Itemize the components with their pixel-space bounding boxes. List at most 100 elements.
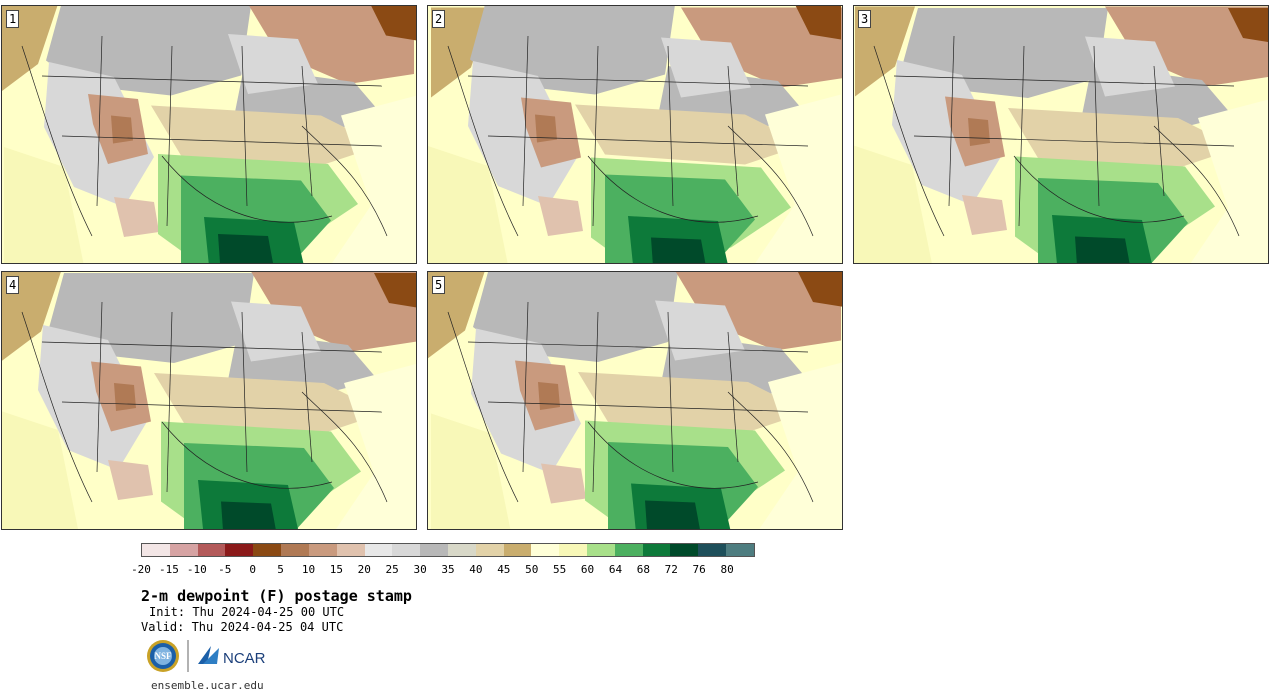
dewpoint-region (755, 94, 841, 263)
logos: NSF NCAR (147, 640, 266, 672)
state-border (447, 311, 519, 503)
state-border (667, 45, 674, 207)
colorbar-tick-label: 50 (525, 563, 539, 576)
dewpoint-region (578, 372, 808, 432)
colorbar-swatch (614, 544, 643, 556)
state-border (301, 391, 388, 503)
dewpoint-region (655, 300, 745, 361)
nsf-logo-icon: NSF (147, 640, 179, 672)
dewpoint-region (854, 145, 932, 263)
colorbar-swatch (253, 544, 282, 556)
colorbar-tick-label: 72 (664, 563, 678, 576)
colorbar-swatch (726, 544, 754, 556)
ncar-logo-icon: NCAR (198, 646, 266, 667)
colorbar-tick-label: 15 (329, 563, 343, 576)
panel-number: 2 (432, 10, 446, 28)
state-border (447, 45, 519, 237)
dewpoint-region (968, 118, 990, 146)
dewpoint-region (221, 501, 276, 529)
dewpoint-region (681, 7, 842, 88)
plot-title: 2-m dewpoint (F) postage stamp (141, 587, 412, 605)
dewpoint-map (2, 6, 416, 263)
colorbar-tick-label: 5 (277, 563, 284, 576)
dewpoint-region (151, 105, 381, 166)
state-border (161, 155, 333, 223)
state-border (587, 155, 759, 223)
state-border (587, 421, 759, 489)
website-link[interactable]: ensemble.ucar.edu (151, 679, 264, 692)
colorbar-swatch (503, 544, 532, 556)
dewpoint-region (1228, 8, 1268, 43)
colorbar-ticks: -20 -15 -10 -5 0 5 10 15 20 25 30 35 40 45 50 55 60 64 68 7… (131, 563, 755, 577)
state-border (727, 391, 814, 503)
dewpoint-region (2, 272, 61, 361)
colorbar-swatch (587, 544, 615, 556)
dewpoint-region (1075, 236, 1130, 263)
dewpoint-region (962, 195, 1007, 235)
state-border (21, 311, 93, 503)
colorbar (141, 543, 755, 557)
state-border (467, 75, 809, 87)
dewpoint-region (759, 362, 842, 529)
dewpoint-region (228, 34, 318, 94)
dewpoint-region (468, 61, 578, 206)
dewpoint-region (114, 383, 136, 411)
colorbar-tick-label: 20 (357, 563, 371, 576)
dewpoint-region (108, 460, 153, 500)
dewpoint-region (538, 382, 560, 410)
dewpoint-region (1085, 36, 1175, 97)
panel-number: 1 (6, 10, 20, 28)
state-border (1153, 125, 1240, 237)
colorbar-swatch (142, 544, 170, 556)
ncar-logo-text: NCAR (223, 650, 266, 667)
dewpoint-map (2, 272, 416, 529)
dewpoint-region (371, 6, 416, 41)
colorbar-tick-label: 35 (441, 563, 455, 576)
dewpoint-region (431, 7, 491, 98)
state-border (301, 125, 388, 237)
colorbar-tick-label: -10 (186, 563, 207, 576)
colorbar-swatch (698, 544, 727, 556)
dewpoint-region (538, 196, 583, 236)
state-border (893, 75, 1235, 87)
state-border (41, 341, 383, 353)
dewpoint-map (854, 6, 1268, 263)
state-border (96, 35, 103, 207)
dewpoint-region (374, 273, 416, 308)
state-border (21, 45, 93, 237)
state-border (522, 35, 529, 207)
dewpoint-region (4, 147, 84, 263)
dewpoint-region (645, 500, 700, 529)
dewpoint-region (251, 272, 416, 352)
state-border (61, 401, 383, 413)
state-border (61, 135, 383, 147)
dewpoint-region (651, 237, 706, 263)
colorbar-swatch (281, 544, 309, 556)
map-panel-4: 4 (1, 271, 417, 530)
dewpoint-region (473, 272, 678, 362)
state-border (522, 301, 529, 473)
colorbar-tick-label: 68 (636, 563, 650, 576)
state-border (1013, 155, 1185, 223)
dewpoint-region (855, 6, 915, 97)
map-panel-5: 5 (427, 271, 843, 530)
colorbar-swatch (225, 544, 254, 556)
dewpoint-region (336, 364, 416, 529)
colorbar-swatch (420, 544, 448, 556)
colorbar-swatch (336, 544, 365, 556)
state-border (667, 311, 674, 473)
state-border (487, 135, 809, 147)
valid-time: Valid: Thu 2024-04-25 04 UTC (141, 620, 344, 634)
dewpoint-region (431, 413, 511, 529)
state-border (161, 421, 333, 489)
dewpoint-region (575, 104, 805, 165)
dewpoint-region (541, 463, 586, 504)
state-border (592, 45, 599, 227)
state-border (727, 125, 814, 237)
state-border (241, 311, 248, 473)
colorbar-swatch (475, 544, 504, 556)
state-border (241, 45, 248, 207)
colorbar-tick-label: 25 (385, 563, 399, 576)
state-border (166, 311, 173, 493)
dewpoint-map (428, 6, 842, 263)
